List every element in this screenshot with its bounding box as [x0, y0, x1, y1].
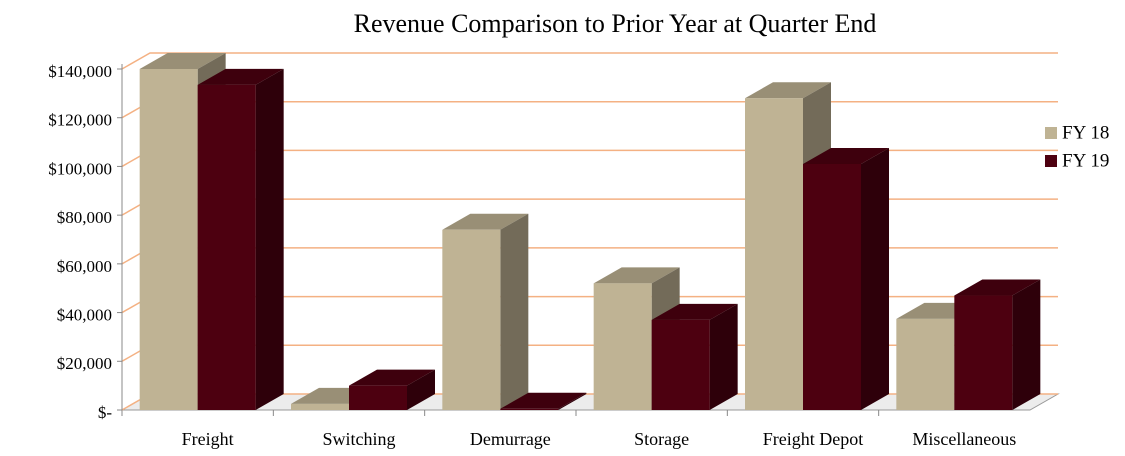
- bar: [500, 392, 587, 410]
- x-tick-label: Demurrage: [470, 429, 551, 449]
- x-tick-label: Switching: [322, 429, 395, 449]
- bar: [442, 213, 529, 410]
- bar-front: [651, 319, 710, 410]
- legend-label: FY 18: [1062, 122, 1109, 143]
- bar-front: [291, 403, 349, 410]
- bar-front: [745, 98, 803, 410]
- bar: [803, 147, 889, 410]
- bar-front: [803, 163, 861, 410]
- bar-top: [593, 267, 680, 284]
- bar-side: [407, 369, 435, 410]
- y-tick-label: $120,000: [48, 111, 112, 130]
- bar-side: [861, 147, 889, 410]
- y-tick-label: $100,000: [48, 159, 112, 178]
- bar-top: [139, 53, 226, 69]
- x-tick-label: Storage: [634, 429, 689, 449]
- bar-front: [500, 408, 559, 410]
- bar: [651, 303, 738, 410]
- y-tick-label: $20,000: [57, 354, 112, 373]
- bar-front: [139, 69, 198, 410]
- bar-side: [1012, 279, 1041, 410]
- bar-side: [558, 392, 587, 410]
- y-tick-label: $40,000: [57, 305, 112, 324]
- bar-top: [442, 213, 529, 230]
- grid-line: [121, 52, 1058, 70]
- bar-front: [896, 318, 955, 410]
- bar: [197, 68, 284, 410]
- bar-top: [349, 369, 435, 386]
- bar-side: [255, 68, 284, 410]
- legend-swatch: [1045, 155, 1057, 167]
- chart-title: Revenue Comparison to Prior Year at Quar…: [354, 9, 877, 38]
- bar-top: [500, 392, 587, 409]
- x-tick-label: Freight: [182, 429, 234, 449]
- y-tick-label: $80,000: [57, 208, 112, 227]
- bar-front: [349, 385, 407, 410]
- bar-front: [197, 84, 256, 410]
- y-tick-label: $-: [98, 403, 113, 422]
- bar-side: [709, 303, 738, 410]
- bar-top: [745, 82, 831, 99]
- bar-top: [651, 303, 738, 320]
- y-tick-label: $140,000: [48, 62, 112, 81]
- y-tick-label: $60,000: [57, 257, 112, 276]
- bar: [349, 369, 435, 410]
- bar-top: [803, 147, 889, 164]
- bar-side: [500, 213, 529, 410]
- legend-label: FY 19: [1062, 150, 1109, 171]
- bar-top: [197, 68, 284, 85]
- bar: [954, 279, 1041, 410]
- x-tick-label: Freight Depot: [763, 429, 864, 449]
- bar-front: [442, 229, 501, 410]
- bar-front: [954, 295, 1013, 410]
- bar-front: [593, 283, 652, 410]
- bar-top: [954, 279, 1041, 296]
- x-tick-label: Miscellaneous: [912, 429, 1016, 449]
- legend-swatch: [1045, 127, 1057, 139]
